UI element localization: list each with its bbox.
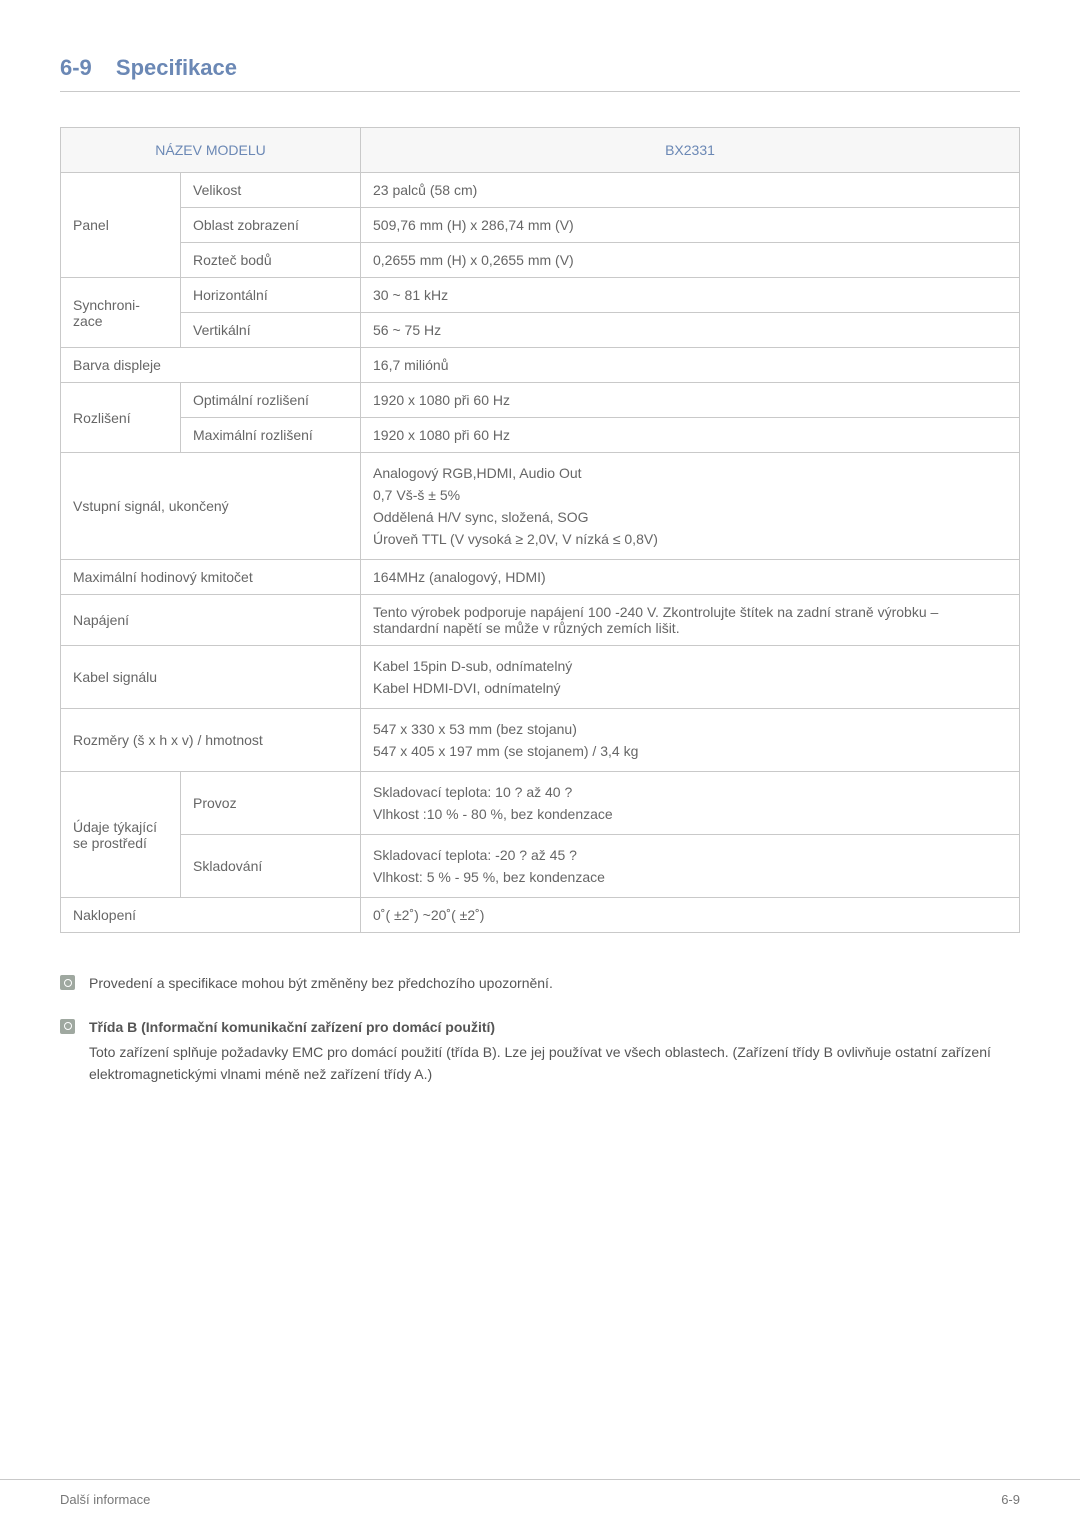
row-res-max-value: 1920 x 1080 při 60 Hz: [361, 418, 1020, 453]
dim-line2: 547 x 405 x 197 mm (se stojanem) / 3,4 k…: [373, 740, 1007, 762]
row-env-label: Údaje týkající se prostředí: [61, 772, 181, 898]
cable-line1: Kabel 15pin D-sub, odnímatelný: [373, 655, 1007, 677]
row-color-value: 16,7 miliónů: [361, 348, 1020, 383]
row-cable-value: Kabel 15pin D-sub, odnímatelný Kabel HDM…: [361, 646, 1020, 709]
note-icon: [60, 975, 75, 990]
page-footer: Další informace 6-9: [0, 1479, 1080, 1527]
row-res-opt-value: 1920 x 1080 při 60 Hz: [361, 383, 1020, 418]
row-panel-size-label: Velikost: [181, 173, 361, 208]
row-cable-label: Kabel signálu: [61, 646, 361, 709]
row-res-label: Rozlišení: [61, 383, 181, 453]
note-1: Provedení a specifikace mohou být změněn…: [60, 973, 1020, 995]
section-number: 6-9: [60, 55, 92, 80]
row-tilt-value: 0˚( ±2˚) ~20˚( ±2˚): [361, 898, 1020, 933]
row-clock-label: Maximální hodinový kmitočet: [61, 560, 361, 595]
row-panel-pitch-label: Rozteč bodů: [181, 243, 361, 278]
row-color-label: Barva displeje: [61, 348, 361, 383]
row-input-value: Analogový RGB,HDMI, Audio Out 0,7 Vš-š ±…: [361, 453, 1020, 560]
row-sync-h-label: Horizontální: [181, 278, 361, 313]
cable-line2: Kabel HDMI-DVI, odnímatelný: [373, 677, 1007, 699]
note-icon: [60, 1019, 75, 1034]
row-res-max-label: Maximální rozlišení: [181, 418, 361, 453]
row-power-value: Tento výrobek podporuje napájení 100 -24…: [361, 595, 1020, 646]
note-2-title: Třída B (Informační komunikační zařízení…: [89, 1017, 1020, 1039]
input-line1: Analogový RGB,HDMI, Audio Out: [373, 462, 1007, 484]
note-2-text: Toto zařízení splňuje požadavky EMC pro …: [89, 1042, 1020, 1085]
row-sync-v-label: Vertikální: [181, 313, 361, 348]
dim-line1: 547 x 330 x 53 mm (bez stojanu): [373, 718, 1007, 740]
env-st-line1: Skladovací teplota: -20 ? až 45 ?: [373, 844, 1007, 866]
row-env-st-label: Skladování: [181, 835, 361, 898]
note-2-body: Třída B (Informační komunikační zařízení…: [89, 1017, 1020, 1086]
row-res-opt-label: Optimální rozlišení: [181, 383, 361, 418]
env-op-line2: Vlhkost :10 % - 80 %, bez kondenzace: [373, 803, 1007, 825]
specifications-table: NÁZEV MODELU BX2331 Panel Velikost 23 pa…: [60, 127, 1020, 933]
input-line2: 0,7 Vš-š ± 5%: [373, 484, 1007, 506]
row-panel-area-value: 509,76 mm (H) x 286,74 mm (V): [361, 208, 1020, 243]
row-panel-pitch-value: 0,2655 mm (H) x 0,2655 mm (V): [361, 243, 1020, 278]
section-title: Specifikace: [116, 55, 237, 80]
env-op-line1: Skladovací teplota: 10 ? až 40 ?: [373, 781, 1007, 803]
row-panel-size-value: 23 palců (58 cm): [361, 173, 1020, 208]
row-panel-area-label: Oblast zobrazení: [181, 208, 361, 243]
row-panel-label: Panel: [61, 173, 181, 278]
row-power-label: Napájení: [61, 595, 361, 646]
row-sync-label: Synchroni-zace: [61, 278, 181, 348]
note-2: Třída B (Informační komunikační zařízení…: [60, 1017, 1020, 1086]
row-env-op-value: Skladovací teplota: 10 ? až 40 ? Vlhkost…: [361, 772, 1020, 835]
row-input-label: Vstupní signál, ukončený: [61, 453, 361, 560]
row-env-st-value: Skladovací teplota: -20 ? až 45 ? Vlhkos…: [361, 835, 1020, 898]
row-sync-v-value: 56 ~ 75 Hz: [361, 313, 1020, 348]
table-header-left: NÁZEV MODELU: [61, 128, 361, 173]
row-dim-value: 547 x 330 x 53 mm (bez stojanu) 547 x 40…: [361, 709, 1020, 772]
row-sync-h-value: 30 ~ 81 kHz: [361, 278, 1020, 313]
row-dim-label: Rozměry (š x h x v) / hmotnost: [61, 709, 361, 772]
note-1-text: Provedení a specifikace mohou být změněn…: [89, 973, 1020, 995]
footer-left: Další informace: [60, 1492, 150, 1507]
row-clock-value: 164MHz (analogový, HDMI): [361, 560, 1020, 595]
table-header-right: BX2331: [361, 128, 1020, 173]
env-st-line2: Vlhkost: 5 % - 95 %, bez kondenzace: [373, 866, 1007, 888]
row-tilt-label: Naklopení: [61, 898, 361, 933]
section-heading: 6-9 Specifikace: [60, 55, 1020, 92]
input-line3: Oddělená H/V sync, složená, SOG: [373, 506, 1007, 528]
footer-right: 6-9: [1001, 1492, 1020, 1507]
input-line4: Úroveň TTL (V vysoká ≥ 2,0V, V nízká ≤ 0…: [373, 528, 1007, 550]
row-env-op-label: Provoz: [181, 772, 361, 835]
